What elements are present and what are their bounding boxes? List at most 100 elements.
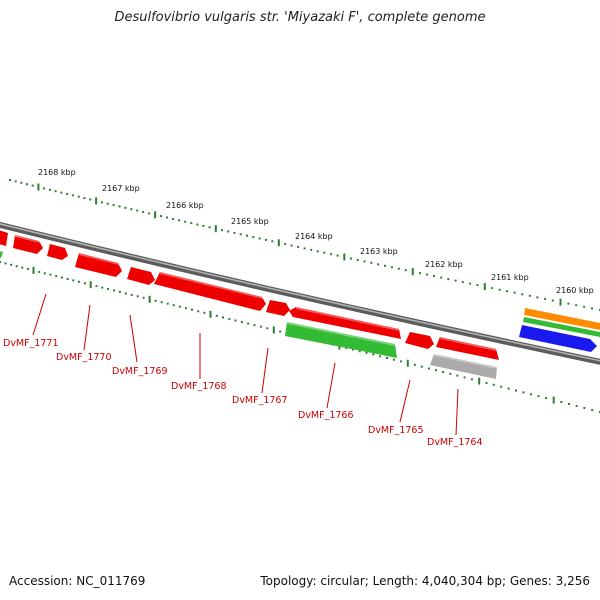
gene-blue-bar[interactable]: [519, 325, 597, 352]
outer-scale-minor-tick: [227, 230, 230, 233]
inner-scale-minor-tick: [203, 311, 206, 314]
gene-label-1767: DvMF_1767: [232, 395, 288, 406]
inner-scale-minor-tick: [372, 353, 375, 356]
inner-scale-minor-tick: [530, 393, 532, 396]
outer-scale-minor-tick: [404, 269, 407, 272]
outer-scale-minor-tick: [461, 281, 464, 284]
inner-scale-minor-tick: [172, 304, 175, 307]
inner-scale-minor-tick: [124, 292, 127, 295]
outer-scale-minor-tick: [528, 294, 531, 297]
gene-green-bar[interactable]: [523, 317, 600, 337]
outer-scale-minor-tick: [290, 244, 293, 247]
inner-scale-minor-tick: [420, 365, 423, 368]
gene-dvmf-1768[interactable]: [154, 272, 266, 311]
outer-scale-major-tick: [214, 225, 217, 233]
inner-scale-minor-tick: [215, 314, 218, 317]
outer-scale-minor-tick: [77, 195, 80, 198]
gene-dvmf-1767[interactable]: [266, 300, 290, 316]
gene-label-1765: DvMF_1765: [368, 425, 424, 436]
gene-dvmf-1771[interactable]: [13, 235, 43, 254]
outer-scale-minor-tick: [130, 208, 133, 211]
accession-text: Accession: NC_011769: [9, 574, 146, 588]
outer-scale-minor-tick: [71, 194, 74, 197]
outer-scale-minor-tick: [246, 234, 248, 237]
outer-scale-minor-tick: [536, 296, 539, 299]
inner-scale-minor-tick: [178, 305, 181, 308]
outer-scale-track: [9, 179, 600, 311]
outer-scale-minor-tick: [118, 205, 121, 208]
scale-label-2160: 2160 kbp: [556, 286, 594, 295]
inner-scale-minor-tick: [449, 372, 452, 375]
gene-orange-bar[interactable]: [524, 308, 600, 330]
gene-dvmf-1764-red[interactable]: [436, 337, 499, 360]
gene-dvmf-1764[interactable]: [430, 354, 497, 379]
inner-scale-minor-tick: [351, 348, 354, 351]
inner-scale-minor-tick: [15, 265, 18, 268]
inner-scale-major-tick: [272, 326, 275, 334]
inner-scale-minor-tick: [130, 293, 133, 296]
outer-scale-minor-tick: [271, 240, 274, 243]
gene-dvmf-1765[interactable]: [405, 332, 434, 349]
inner-scale-minor-tick: [234, 319, 237, 322]
outer-scale-minor-tick: [390, 266, 393, 269]
outer-scale-minor-tick: [100, 201, 103, 204]
inner-scale-minor-tick: [522, 391, 525, 394]
inner-scale-minor-tick: [0, 261, 1, 263]
inner-scale-minor-tick: [399, 360, 402, 363]
gene-dvmf-1769[interactable]: [127, 267, 155, 285]
outer-scale-minor-tick: [491, 287, 494, 290]
gene-dvmf-1766[interactable]: [285, 322, 397, 358]
outer-scale-minor-tick: [166, 216, 168, 219]
inner-scale-minor-tick: [21, 266, 24, 269]
outer-scale-minor-tick: [551, 299, 554, 302]
gene-red-partial[interactable]: [0, 229, 8, 246]
gene-dvmf-1766-red[interactable]: [289, 307, 401, 339]
outer-scale-minor-tick: [284, 243, 287, 246]
inner-scale-minor-tick: [78, 280, 81, 283]
outer-scale-minor-tick: [377, 263, 380, 266]
genome-backbone-highlight: [0, 223, 600, 362]
outer-scale-minor-tick: [454, 279, 457, 282]
gene-highlights: [15, 235, 497, 369]
inner-scale-minor-tick: [101, 286, 104, 289]
inner-scale-minor-tick: [386, 357, 388, 359]
inner-scale-minor-tick: [166, 302, 169, 305]
gene-dvmf-1770[interactable]: [75, 253, 122, 277]
outer-scale-major-tick: [343, 253, 346, 261]
inner-scale-minor-tick: [38, 270, 41, 273]
scale-label-2166: 2166 kbp: [166, 201, 204, 210]
gene-label-1770: DvMF_1770: [56, 352, 112, 363]
outer-scale-minor-tick: [89, 198, 92, 201]
gene-green-partial[interactable]: [0, 250, 3, 258]
inner-scale-minor-tick: [72, 279, 75, 282]
outer-scale-major-tick: [411, 268, 414, 276]
outer-scale-minor-tick: [447, 278, 450, 281]
outer-scale-minor-tick: [433, 275, 435, 278]
inner-scale-minor-tick: [26, 268, 29, 270]
inner-scale-minor-tick: [10, 263, 13, 266]
outer-scale-minor-tick: [14, 180, 17, 183]
outer-scale-minor-tick: [303, 247, 306, 250]
inner-scale-minor-tick: [222, 316, 224, 319]
outer-scale-minor-tick: [172, 217, 175, 220]
inner-scale-minor-tick: [463, 376, 466, 379]
inner-scale-minor-tick: [240, 321, 243, 323]
outer-scale-minor-tick: [316, 250, 319, 253]
outer-scale-minor-tick: [297, 246, 300, 248]
outer-scale-minor-tick: [506, 290, 509, 293]
outer-scale-minor-tick: [190, 222, 193, 225]
inner-scale-minor-tick: [253, 324, 256, 327]
outer-scale-minor-tick: [184, 220, 187, 223]
outer-scale-minor-tick: [252, 236, 255, 239]
inner-scale-minor-tick: [154, 299, 157, 302]
inner-scale-minor-tick: [456, 374, 459, 377]
outer-scale-minor-tick: [591, 307, 593, 310]
inner-scale-minor-tick: [66, 278, 69, 280]
inner-scale-minor-tick: [49, 273, 52, 276]
inner-scale-minor-tick: [427, 367, 430, 370]
outer-scale-major-tick: [37, 183, 40, 191]
outer-scale-minor-tick: [329, 253, 332, 256]
scale-label-2168: 2168 kbp: [38, 168, 76, 177]
gene-dvmf-1770a[interactable]: [47, 244, 68, 260]
